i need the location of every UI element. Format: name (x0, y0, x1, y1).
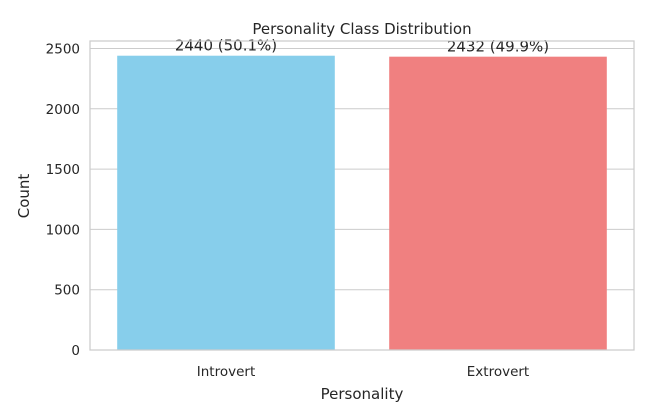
y-tick-labels: 0 500 1000 1500 2000 2500 (46, 41, 80, 359)
bars (117, 55, 607, 350)
bar-extrovert (389, 56, 607, 350)
data-label: 2432 (49.9%) (447, 38, 549, 56)
y-tick-label: 500 (54, 283, 80, 299)
y-tick-label: 1000 (46, 222, 80, 238)
x-tick-label: Extrovert (467, 364, 529, 380)
chart-title: Personality Class Distribution (252, 20, 471, 38)
data-label: 2440 (50.1%) (175, 37, 277, 55)
plot-frame (89, 40, 635, 351)
y-tick-label: 1500 (46, 162, 80, 178)
y-axis-label: Count (15, 174, 33, 219)
y-tick-label: 2000 (46, 102, 80, 118)
bar-introvert (117, 55, 335, 350)
x-tick-label: Introvert (197, 364, 255, 380)
x-tick-labels: Introvert Extrovert (197, 364, 529, 380)
data-labels: 2440 (50.1%) 2432 (49.9%) (175, 37, 549, 56)
x-axis-label: Personality (321, 385, 404, 403)
y-tick-label: 0 (71, 343, 80, 359)
y-tick-label: 2500 (46, 41, 80, 57)
